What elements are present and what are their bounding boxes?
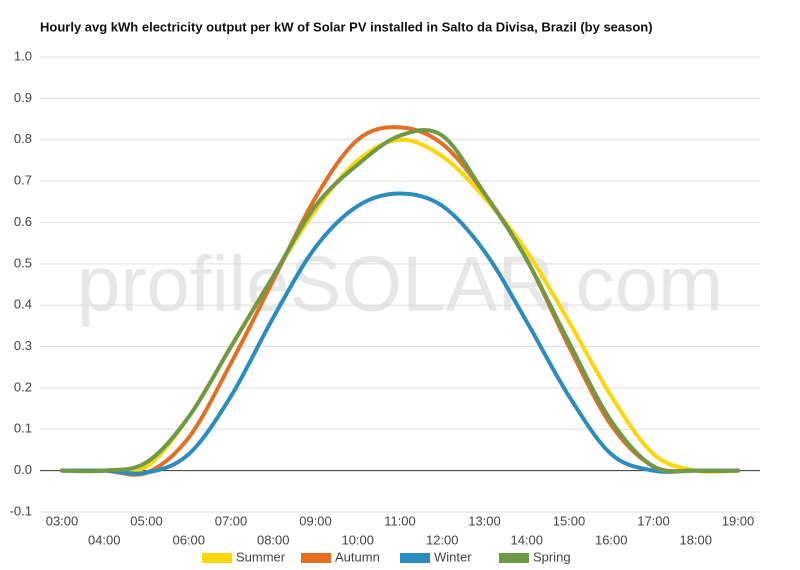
watermark: profileSOLAR.com <box>77 240 723 328</box>
y-tick-label: 0.3 <box>14 338 32 353</box>
x-tick-label: 18:00 <box>679 532 712 547</box>
y-tick-label: 0.9 <box>14 90 32 105</box>
legend-label: Autumn <box>335 549 380 564</box>
x-tick-label: 03:00 <box>46 513 79 528</box>
x-tick-label: 08:00 <box>257 532 290 547</box>
y-tick-label: 0.2 <box>14 379 32 394</box>
x-tick-label: 17:00 <box>637 513 670 528</box>
y-tick-label: 0.7 <box>14 173 32 188</box>
x-tick-label: 05:00 <box>130 513 163 528</box>
y-tick-label: 0.5 <box>14 255 32 270</box>
x-tick-label: 13:00 <box>468 513 501 528</box>
series-line <box>60 128 740 474</box>
y-tick-label: 1.0 <box>14 48 32 63</box>
x-tick-label: 16:00 <box>595 532 628 547</box>
legend-label: Winter <box>434 549 472 564</box>
series-line <box>60 125 740 477</box>
x-tick-label: 19:00 <box>722 513 755 528</box>
chart-title: Hourly avg kWh electricity output per kW… <box>40 19 653 34</box>
series-line <box>60 191 740 476</box>
y-tick-label: 0.1 <box>14 421 32 436</box>
x-tick-label: 14:00 <box>510 532 543 547</box>
x-tick-label: 09:00 <box>299 513 332 528</box>
legend-swatch <box>400 553 430 563</box>
x-tick-label: 15:00 <box>553 513 586 528</box>
legend-label: Summer <box>236 549 286 564</box>
y-tick-label: 0.0 <box>14 462 32 477</box>
legend-label: Spring <box>533 549 571 564</box>
legend-swatch <box>301 553 331 563</box>
x-tick-label: 11:00 <box>384 513 416 528</box>
y-tick-label: 0.6 <box>14 214 32 229</box>
y-tick-label: 0.4 <box>14 297 32 312</box>
y-tick-label: 0.8 <box>14 131 32 146</box>
x-tick-label: 10:00 <box>341 532 374 547</box>
x-tick-label: 07:00 <box>215 513 248 528</box>
x-tick-label: 06:00 <box>172 532 205 547</box>
y-tick-label: -0.1 <box>10 503 32 518</box>
x-tick-label: 04:00 <box>88 532 121 547</box>
x-tick-label: 12:00 <box>426 532 459 547</box>
legend-swatch <box>202 553 232 563</box>
legend-swatch <box>499 553 529 563</box>
